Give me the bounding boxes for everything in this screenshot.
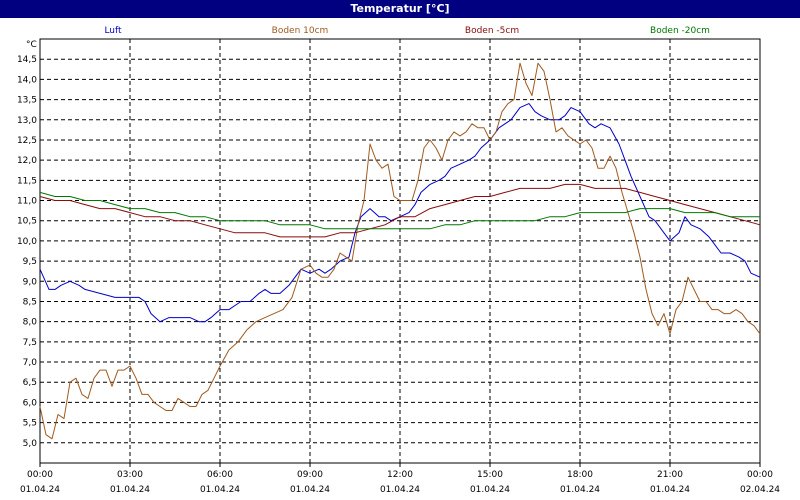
- y-tick-label: 10,5: [17, 217, 37, 227]
- y-tick-label: 14,0: [17, 75, 37, 85]
- x-tick-time: 06:00: [207, 470, 233, 480]
- x-tick-date: 01.04.24: [290, 485, 330, 495]
- y-tick-label: 11,5: [17, 176, 37, 186]
- y-tick-label: 12,0: [17, 156, 37, 166]
- x-tick-date: 01.04.24: [20, 485, 60, 495]
- series-line-4: [39, 191, 760, 230]
- y-tick-label: 6,0: [23, 398, 38, 408]
- series-line-3: [39, 183, 761, 238]
- y-tick-label: 6,5: [23, 378, 37, 388]
- x-tick-date: 02.04.24: [740, 485, 780, 495]
- x-tick-time: 18:00: [567, 470, 593, 480]
- x-tick-date: 01.04.24: [470, 485, 510, 495]
- plot-area-border: [39, 38, 761, 464]
- y-tick-label: 9,5: [23, 257, 37, 267]
- y-tick-label: 7,5: [23, 338, 37, 348]
- legend-item-4: Boden -20cm: [650, 26, 710, 36]
- series-line-1: [39, 103, 761, 323]
- x-tick-date: 01.04.24: [380, 485, 420, 495]
- y-tick-label: 14,5: [17, 55, 37, 65]
- x-tick-time: 09:00: [297, 470, 323, 480]
- y-tick-label: 8,0: [23, 318, 38, 328]
- y-tick-label: 7,0: [23, 358, 38, 368]
- x-tick-date: 01.04.24: [560, 485, 600, 495]
- y-tick-label: 12,5: [17, 136, 37, 146]
- legend-item-3: Boden -5cm: [465, 26, 519, 36]
- x-tick-time: 15:00: [477, 470, 503, 480]
- y-tick-label: 5,5: [23, 419, 37, 429]
- y-tick-label: 8,5: [23, 297, 37, 307]
- x-tick-time: 00:00: [747, 470, 773, 480]
- x-tick-time: 00:00: [27, 470, 53, 480]
- y-tick-label: 13,5: [17, 96, 37, 106]
- y-unit-label: °C: [26, 40, 37, 50]
- series-line-2: [39, 62, 761, 440]
- x-tick-time: 21:00: [657, 470, 683, 480]
- y-tick-label: 11,0: [17, 197, 37, 207]
- x-tick-date: 01.04.24: [110, 485, 150, 495]
- x-tick-time: 12:00: [387, 470, 413, 480]
- y-tick-label: 5,0: [23, 439, 38, 449]
- x-tick-time: 03:00: [117, 470, 143, 480]
- x-tick-date: 01.04.24: [200, 485, 240, 495]
- x-tick-date: 01.04.24: [650, 485, 690, 495]
- legend-item-2: Boden 10cm: [272, 26, 329, 36]
- y-tick-label: 13,0: [17, 116, 37, 126]
- chart-title: Temperatur [°C]: [0, 0, 800, 18]
- y-tick-label: 9,0: [23, 277, 38, 287]
- chart-canvas: 5,0 5,5 6,0 6,5 7,0 7,5 8,0 8,5 9,0 9,5 10,0 10,5 11…: [17, 26, 780, 495]
- legend-item-1: Luft: [104, 26, 122, 36]
- y-tick-label: 10,0: [17, 237, 37, 247]
